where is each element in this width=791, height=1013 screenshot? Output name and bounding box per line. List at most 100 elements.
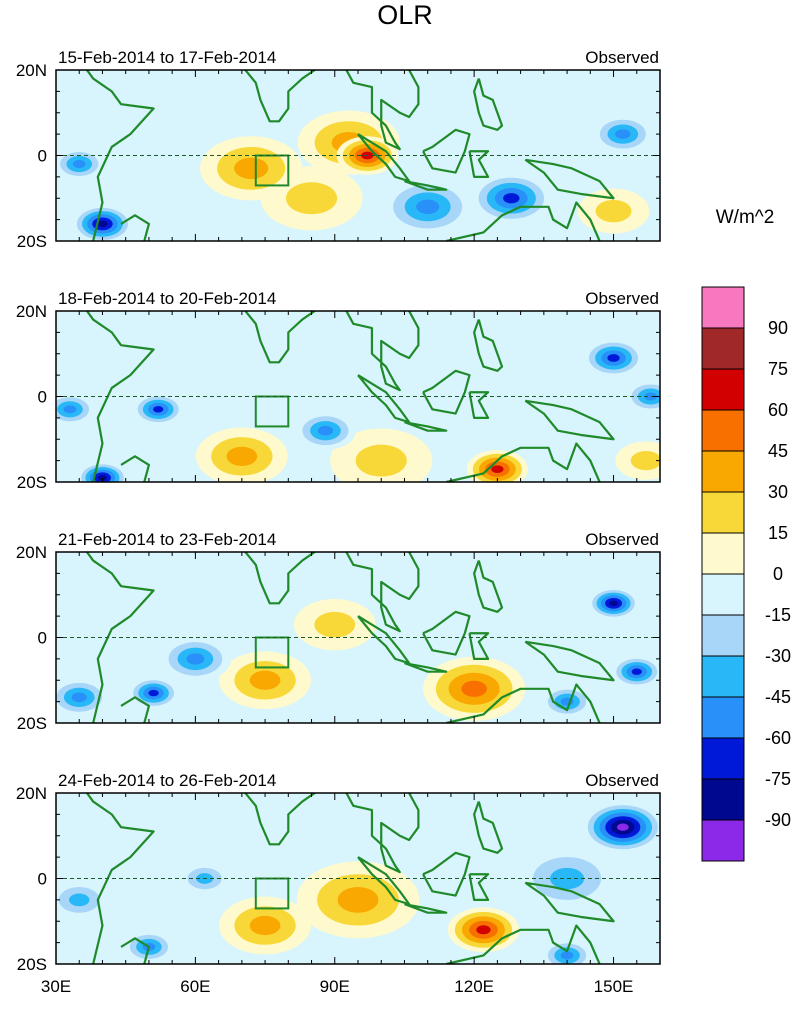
anomaly-field [56, 311, 660, 482]
anomaly-contour [476, 925, 491, 935]
coastline [404, 421, 448, 432]
colorbar-swatch [701, 491, 745, 534]
anomaly-contour [615, 129, 631, 139]
coastline [85, 793, 155, 964]
coastline [468, 873, 490, 901]
coastlines [85, 552, 615, 723]
y-tick-label: 20S [17, 955, 47, 974]
colorbar-swatch [701, 327, 745, 370]
region-box [254, 636, 290, 669]
coastline [85, 552, 155, 723]
colorbar-level-label: -75 [765, 769, 791, 789]
anomaly-contour [98, 475, 107, 481]
anomaly-contour [461, 680, 487, 697]
colorbar-swatch [701, 450, 745, 493]
colorbar-level-label: -90 [765, 810, 791, 830]
coastline [404, 662, 448, 673]
colorbar-swatch [701, 368, 745, 411]
panel-period: 24-Feb-2014 to 26-Feb-2014 [58, 771, 276, 790]
colorbar-swatch [701, 409, 745, 452]
coastline [446, 683, 601, 723]
map-panels: 20N 0 20S 15-Feb-2014 to 17-Feb-2014 Observe… [16, 48, 661, 996]
anomaly-contour [630, 451, 660, 471]
y-tick-label: 20N [16, 543, 47, 562]
coastline [446, 924, 601, 964]
anomaly-contour [616, 823, 629, 831]
map-panel: 20N 0 20S 21-Feb-2014 to 23-Feb-2014 Observe… [16, 530, 661, 733]
y-tick-label: 0 [38, 147, 47, 166]
coastline [85, 311, 155, 482]
anomaly-contour [148, 689, 159, 697]
coastline [422, 851, 471, 897]
anomaly-contour [249, 670, 281, 690]
anomaly-contour [234, 157, 269, 180]
y-tick-label: 20S [17, 232, 47, 251]
coastline [422, 128, 471, 174]
panel-label: Observed [585, 530, 659, 549]
coastline [422, 369, 471, 415]
coastline [468, 150, 490, 178]
coastline [345, 311, 420, 392]
coastline [446, 201, 601, 241]
anomaly-contour [560, 951, 574, 960]
chart-title: OLR [377, 0, 433, 30]
colorbar-level-label: 75 [768, 359, 788, 379]
region-box [254, 395, 290, 428]
y-tick-label: 0 [38, 870, 47, 889]
coastline [243, 70, 317, 123]
x-tick-label: 60E [180, 977, 210, 996]
anomaly-contour [355, 444, 407, 477]
coastline [524, 881, 615, 923]
coastline [473, 319, 504, 372]
anomaly-contour [644, 392, 658, 401]
coastline [473, 78, 504, 131]
coastline [468, 632, 490, 660]
panel-period: 15-Feb-2014 to 17-Feb-2014 [58, 48, 276, 67]
anomaly-contour [503, 193, 520, 204]
y-tick-label: 20N [16, 302, 47, 321]
panel-label: Observed [585, 289, 659, 308]
coastline [243, 793, 317, 846]
panel-label: Observed [585, 48, 659, 67]
y-tick-label: 20S [17, 473, 47, 492]
panel-label: Observed [585, 771, 659, 790]
colorbar-level-label: 90 [768, 318, 788, 338]
colorbar-swatch [701, 737, 745, 780]
coastlines [85, 793, 615, 964]
colorbar-level-label: 60 [768, 400, 788, 420]
colorbar: 90 75 60 45 30 15 0 -15 -30 -45 -60 -75 -90 [701, 286, 791, 862]
coastlines [85, 70, 615, 241]
coastline [85, 70, 155, 241]
coastline [404, 180, 448, 191]
colorbar-level-label: -60 [765, 728, 791, 748]
x-tick-label: 120E [454, 977, 494, 996]
colorbar-swatch [701, 286, 745, 329]
panel-period: 18-Feb-2014 to 20-Feb-2014 [58, 289, 276, 308]
region-box [254, 154, 290, 187]
colorbar-swatch [701, 532, 745, 575]
coastline [120, 937, 151, 964]
coastline [243, 311, 317, 364]
colorbar-level-label: 45 [768, 441, 788, 461]
coastline [345, 552, 420, 633]
coastline [422, 610, 471, 656]
x-tick-label: 150E [594, 977, 634, 996]
anomaly-contour [607, 354, 620, 362]
anomaly-contour [285, 182, 338, 215]
anomaly-contour [314, 611, 356, 638]
coastline [404, 903, 448, 914]
colorbar-level-label: 30 [768, 482, 788, 502]
colorbar-swatch [701, 778, 745, 821]
anomaly-contour [595, 199, 632, 223]
map-panel: 20N 0 20S 15-Feb-2014 to 17-Feb-2014 Observe… [16, 48, 661, 251]
coastline [345, 70, 420, 151]
colorbar-swatch [701, 614, 745, 657]
y-tick-label: 0 [38, 629, 47, 648]
anomaly-contour [609, 600, 618, 606]
anomaly-contour [97, 220, 108, 228]
anomaly-contour [72, 160, 86, 169]
y-tick-label: 20N [16, 61, 47, 80]
anomaly-contour [491, 465, 504, 474]
anomaly-contour [337, 887, 379, 913]
y-tick-label: 0 [38, 388, 47, 407]
